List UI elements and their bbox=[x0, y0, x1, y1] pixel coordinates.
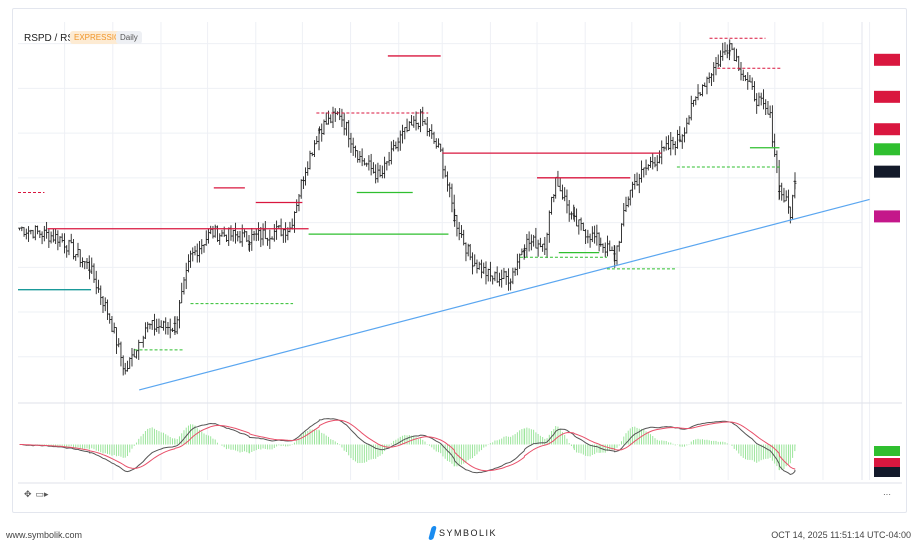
symbolik-logo-icon bbox=[428, 526, 437, 540]
macd-value-tag bbox=[874, 467, 900, 477]
price-tag-bg bbox=[874, 123, 900, 136]
price-tag bbox=[874, 210, 900, 223]
price-tag bbox=[874, 90, 900, 103]
expression-badge: EXPRESSION bbox=[70, 31, 131, 44]
price-tag-bg bbox=[874, 53, 900, 66]
website-link[interactable]: www.symbolik.com bbox=[6, 530, 83, 540]
ohlc-bars bbox=[18, 39, 797, 376]
macd-tag-bg bbox=[874, 446, 900, 456]
macd-value-tag bbox=[874, 458, 900, 468]
macd-value-tag bbox=[874, 446, 900, 456]
price-tag-bg bbox=[874, 143, 900, 156]
trendline bbox=[139, 198, 870, 391]
brand-name: SYMBOLIK bbox=[439, 528, 498, 538]
macd-tag-bg bbox=[874, 458, 900, 468]
macd-tag-bg bbox=[874, 467, 900, 477]
pan-icon[interactable]: ✥ bbox=[24, 489, 32, 499]
price-tag bbox=[874, 143, 900, 156]
symbol-title: RSPD / RSP bbox=[24, 33, 81, 44]
price-tag-bg bbox=[874, 90, 900, 103]
chart-nav: ✥ ▭▸ bbox=[24, 489, 49, 500]
more-icon: ··· bbox=[883, 490, 891, 499]
brand-logo: SYMBOLIK bbox=[428, 526, 498, 540]
calendar-icon[interactable]: ▭▸ bbox=[35, 489, 49, 499]
signal-line bbox=[19, 419, 796, 472]
price-tag bbox=[874, 165, 900, 178]
macd-line bbox=[19, 418, 796, 476]
macd-histogram bbox=[21, 424, 796, 471]
interval-badge[interactable]: Daily bbox=[116, 31, 142, 44]
price-tag-bg bbox=[874, 210, 900, 223]
price-tag bbox=[874, 123, 900, 136]
price-tag bbox=[874, 53, 900, 66]
timestamp: OCT 14, 2025 11:51:14 UTC-04:00 bbox=[771, 530, 911, 540]
price-tag-bg bbox=[874, 165, 900, 178]
